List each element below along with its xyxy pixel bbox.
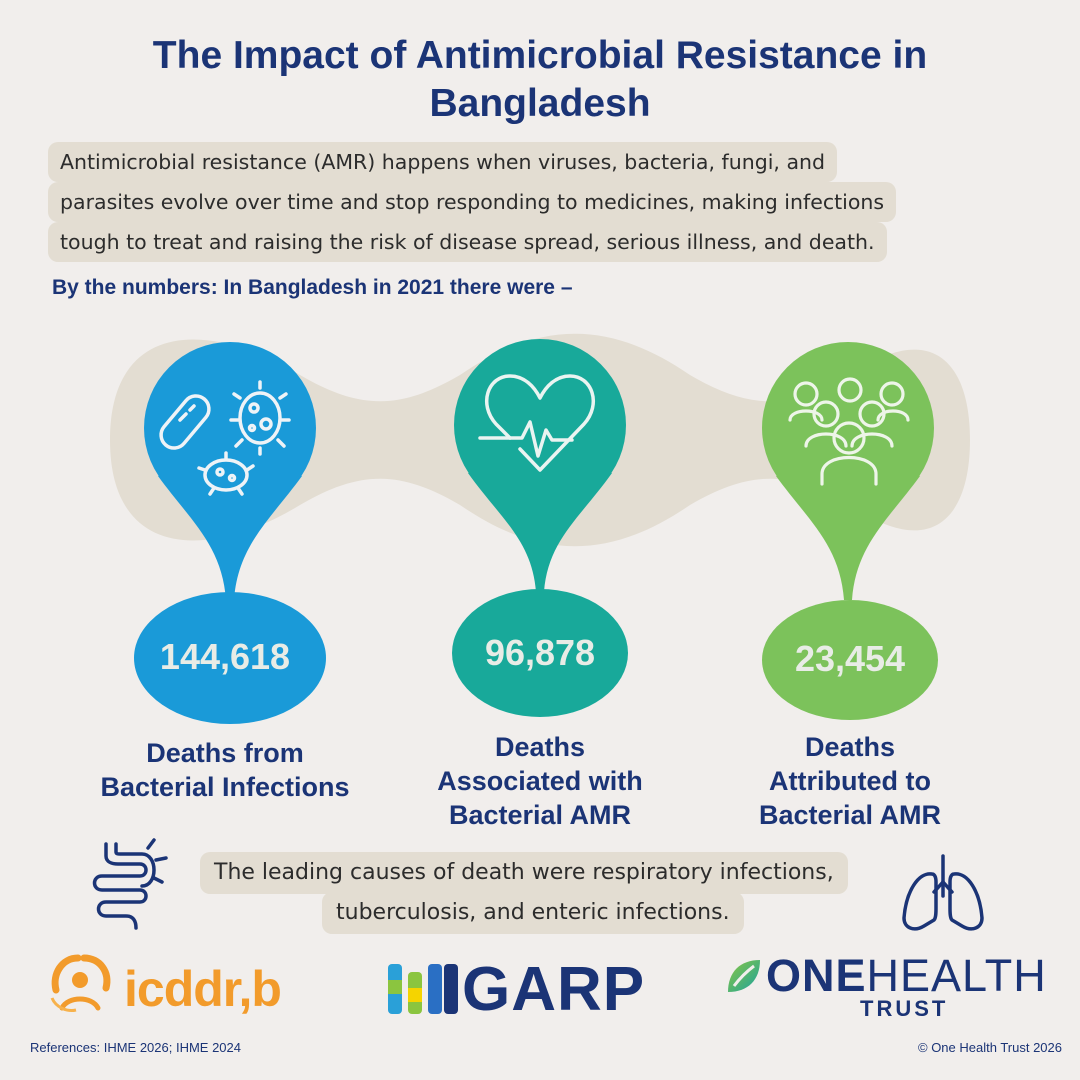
heartbeat-icon	[478, 374, 596, 472]
lungs-icon	[902, 854, 984, 931]
stat-value-2: 96,878	[484, 632, 596, 673]
stat-caption-3: Deaths Attributed to Bacterial AMR	[690, 730, 1010, 832]
intro-line-2: parasites evolve over time and stop resp…	[48, 182, 897, 222]
garp-logo: GARP	[462, 955, 646, 1024]
intro-line-1: Antimicrobial resistance (AMR) happens w…	[48, 142, 838, 182]
stat-pin-3	[762, 342, 938, 720]
icddrb-emblem-icon	[50, 954, 111, 1012]
stat-caption-3-line-3: Bacterial AMR	[758, 800, 942, 830]
people-group-icon	[788, 377, 910, 486]
stat-value-3: 23,454	[794, 638, 906, 679]
onehealth-logo: ONEHEALTH	[766, 950, 1047, 1002]
causes-line-1: The leading causes of death were respira…	[200, 852, 848, 894]
icddrb-logo: icddr,b	[124, 961, 282, 1017]
onehealth-logo-trust: TRUST	[860, 996, 949, 1021]
intestine-icon	[92, 838, 168, 930]
onehealth-leaf-icon	[728, 960, 760, 992]
stat-caption-2-line-1: Deaths	[494, 732, 586, 762]
intro-line-3: tough to treat and raising the risk of d…	[48, 222, 887, 262]
stat-caption-1-line-1: Deaths from	[146, 738, 304, 768]
stat-value-1: 144,618	[159, 636, 291, 677]
page-title: The Impact of Antimicrobial Resistance i…	[152, 34, 928, 125]
stat-caption-1-line-2: Bacterial Infections	[100, 772, 350, 802]
stat-caption-1: Deaths from Bacterial Infections	[60, 736, 390, 804]
references-note: References: IHME 2026; IHME 2024	[30, 1040, 241, 1055]
stat-caption-2: Deaths Associated with Bacterial AMR	[380, 730, 700, 832]
causes-line-2: tuberculosis, and enteric infections.	[322, 892, 744, 934]
onehealth-logo-health: HEALTH	[866, 950, 1047, 1001]
copyright-note: © One Health Trust 2026	[918, 1040, 1062, 1055]
stat-caption-2-line-2: Associated with	[437, 766, 643, 796]
stat-caption-3-line-1: Deaths	[804, 732, 896, 762]
onehealth-logo-one: ONE	[766, 950, 867, 1001]
stat-pin-2	[452, 339, 628, 717]
stats-graphic	[110, 333, 970, 724]
stat-caption-3-line-2: Attributed to	[769, 766, 931, 796]
numbers-subheading: By the numbers: In Bangladesh in 2021 th…	[52, 276, 573, 299]
stat-pin-1	[134, 342, 326, 724]
stat-caption-2-line-3: Bacterial AMR	[448, 800, 632, 830]
garp-mark-icon	[388, 964, 458, 1014]
bacteria-icon	[159, 380, 291, 496]
